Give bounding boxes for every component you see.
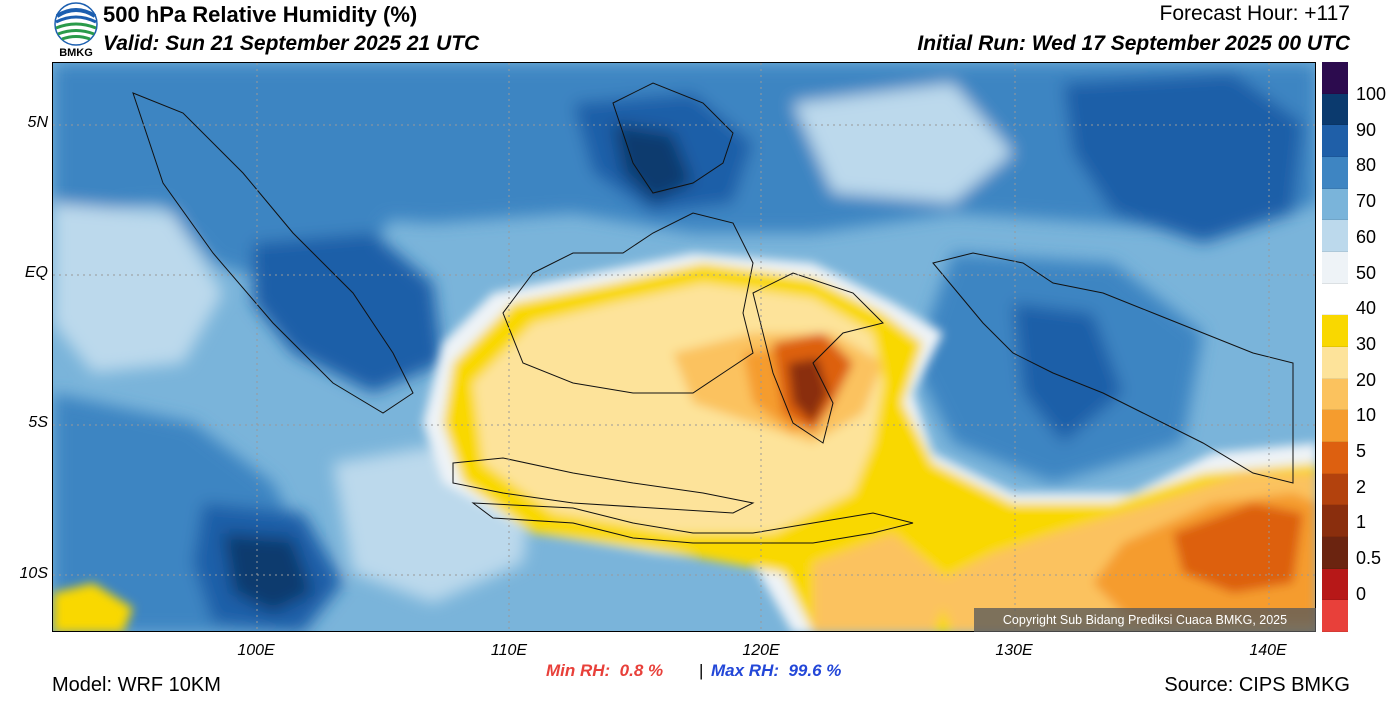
lat-label-5n: 5N — [27, 114, 48, 131]
colorbar-segment — [1322, 220, 1348, 252]
colorbar-segment — [1322, 156, 1348, 189]
colorbar-label: 5 — [1356, 441, 1367, 461]
colorbar-label: 0.5 — [1356, 548, 1382, 569]
colorbar-label: 2 — [1356, 476, 1367, 497]
colorbar — [1322, 62, 1348, 632]
colorbar-label: 1 — [1356, 512, 1367, 533]
colorbar-segment — [1322, 378, 1348, 411]
max-rh-value: 99.6 % — [788, 661, 842, 680]
colorbar-segment — [1322, 62, 1348, 94]
rh-moist-fields — [53, 63, 1315, 631]
colorbar-label: 30 — [1356, 333, 1377, 354]
lat-label-eq: EQ — [24, 264, 48, 281]
colorbar-segment — [1322, 125, 1348, 157]
min-rh: Min RH: 0.8 % — [546, 661, 663, 681]
colorbar-label: 20 — [1356, 369, 1377, 390]
humidity-map — [52, 62, 1316, 632]
colorbar-segment — [1322, 346, 1348, 379]
lat-label-5s: 5S — [28, 414, 48, 431]
colorbar-label: 10 — [1356, 405, 1377, 426]
colorbar-segment — [1322, 600, 1348, 632]
colorbar-label: 90 — [1356, 119, 1377, 140]
max-rh-label: Max RH: — [711, 661, 780, 680]
colorbar-label: 60 — [1356, 226, 1377, 247]
valid-time: Valid: Sun 21 September 2025 21 UTC — [103, 32, 480, 55]
colorbar-segment — [1322, 93, 1348, 126]
colorbar-label: 80 — [1356, 155, 1377, 176]
gridlines — [53, 63, 1315, 631]
stats-separator: | — [699, 661, 704, 680]
colorbar-segment — [1322, 283, 1348, 316]
logo-text: BMKG — [59, 47, 93, 59]
colorbar-label: 0 — [1356, 583, 1367, 604]
lon-label-120e: 120E — [742, 642, 780, 659]
source-info: Source: CIPS BMKG — [1164, 674, 1350, 696]
colorbar-segment — [1322, 251, 1348, 284]
colorbar-segment — [1322, 568, 1348, 601]
forecast-hour: Forecast Hour: +117 — [1159, 2, 1350, 25]
rh-dry-fields — [53, 253, 1315, 631]
colorbar-segment — [1322, 315, 1348, 347]
colorbar-label: 100 — [1356, 84, 1387, 104]
lon-label-130e: 130E — [995, 642, 1033, 659]
colorbar-label: 40 — [1356, 298, 1377, 319]
colorbar-label: 70 — [1356, 191, 1377, 212]
colorbar-segment — [1322, 410, 1348, 442]
coastlines — [132, 82, 1294, 544]
initial-run: Initial Run: Wed 17 September 2025 00 UT… — [917, 32, 1350, 55]
max-rh: Max RH: 99.6 % — [711, 661, 841, 681]
lon-label-140e: 140E — [1249, 642, 1287, 659]
copyright-notice: Copyright Sub Bidang Prediksi Cuaca BMKG… — [974, 608, 1316, 632]
colorbar-segment — [1322, 536, 1348, 569]
lon-label-100e: 100E — [237, 642, 275, 659]
model-info: Model: WRF 10KM — [52, 674, 221, 696]
map-canvas — [53, 63, 1315, 631]
lon-label-110e: 110E — [490, 642, 528, 659]
lat-label-10s: 10S — [19, 565, 48, 582]
chart-title: 500 hPa Relative Humidity (%) — [103, 2, 418, 27]
colorbar-segment — [1322, 188, 1348, 221]
colorbar-segment — [1322, 505, 1348, 537]
min-rh-value: 0.8 % — [619, 661, 664, 680]
min-rh-label: Min RH: — [546, 661, 611, 680]
bmkg-logo-icon — [54, 2, 98, 46]
colorbar-segment — [1322, 473, 1348, 506]
colorbar-label: 50 — [1356, 262, 1377, 283]
colorbar-segment — [1322, 441, 1348, 474]
